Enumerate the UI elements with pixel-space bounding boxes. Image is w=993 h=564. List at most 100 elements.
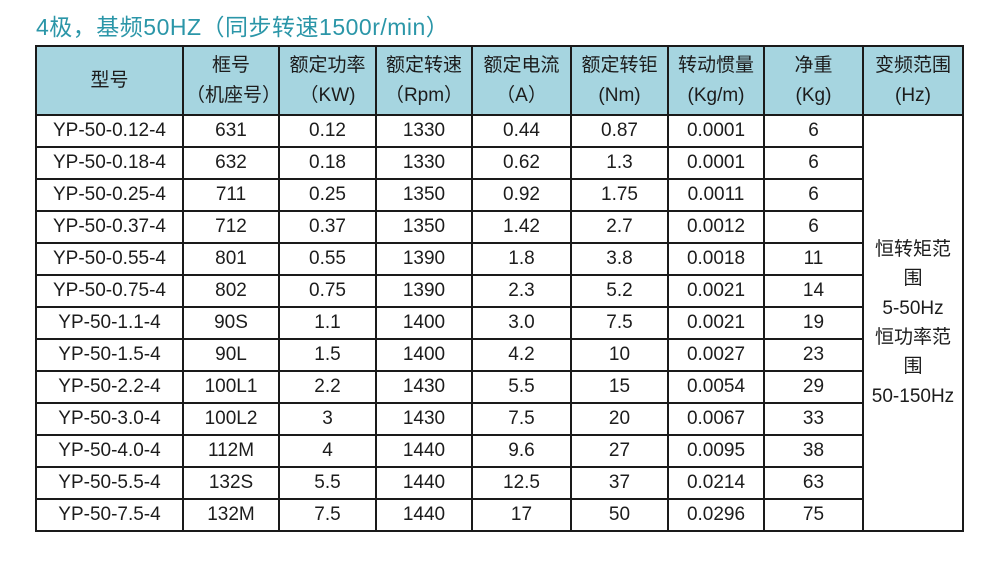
value-cell: 19 xyxy=(763,306,864,340)
value-cell: 23 xyxy=(763,338,864,372)
model-cell: YP-50-1.5-4 xyxy=(35,338,184,372)
value-cell: 37 xyxy=(570,466,669,500)
header-row: 型号 框号 （机座号） 额定功率 （KW) 额定转速 （Rpm） 额定电流 xyxy=(35,45,964,116)
table-row: YP-50-0.37-4 712 0.37 1350 1.42 2.7 0.0012 6 xyxy=(35,210,963,244)
table-header: 型号 框号 （机座号） 额定功率 （KW) 额定转速 （Rpm） 额定电流 xyxy=(35,45,964,116)
value-cell: 2.7 xyxy=(570,210,669,244)
value-cell: 711 xyxy=(182,178,280,212)
value-cell: 33 xyxy=(763,402,864,436)
value-cell: 29 xyxy=(763,370,864,404)
col-header-model: 型号 xyxy=(35,45,184,116)
value-cell: 0.92 xyxy=(471,178,572,212)
model-cell: YP-50-7.5-4 xyxy=(35,498,184,532)
value-cell: 63 xyxy=(763,466,864,500)
value-cell: 100L2 xyxy=(182,402,280,436)
value-cell: 0.0021 xyxy=(667,274,765,308)
value-cell: 1350 xyxy=(375,210,473,244)
value-cell: 6 xyxy=(763,114,864,148)
value-cell: 0.12 xyxy=(278,114,377,148)
value-cell: 11 xyxy=(763,242,864,276)
value-cell: 132M xyxy=(182,498,280,532)
value-cell: 1330 xyxy=(375,146,473,180)
value-cell: 7.5 xyxy=(278,498,377,532)
table-row: YP-50-5.5-4 132S 5.5 1440 12.5 37 0.0214 63 xyxy=(35,466,963,500)
value-cell: 0.62 xyxy=(471,146,572,180)
value-cell: 6 xyxy=(763,178,864,212)
model-cell: YP-50-0.25-4 xyxy=(35,178,184,212)
value-cell: 0.0011 xyxy=(667,178,765,212)
table-row: YP-50-1.5-4 90L 1.5 1400 4.2 10 0.0027 23 xyxy=(35,338,963,372)
value-cell: 1.5 xyxy=(278,338,377,372)
value-cell: 3.0 xyxy=(471,306,572,340)
value-cell: 0.0214 xyxy=(667,466,765,500)
value-cell: 1.8 xyxy=(471,242,572,276)
value-cell: 1440 xyxy=(375,498,473,532)
value-cell: 1390 xyxy=(375,274,473,308)
table-row: YP-50-4.0-4 112M 4 1440 9.6 27 0.0095 38 xyxy=(35,434,963,468)
table-row: YP-50-3.0-4 100L2 3 1430 7.5 20 0.0067 33 xyxy=(35,402,963,436)
value-cell: 7.5 xyxy=(471,402,572,436)
col-header-rated-power: 额定功率 （KW) xyxy=(278,45,377,116)
value-cell: 17 xyxy=(471,498,572,532)
model-cell: YP-50-4.0-4 xyxy=(35,434,184,468)
value-cell: 38 xyxy=(763,434,864,468)
value-cell: 0.0012 xyxy=(667,210,765,244)
frequency-range-line: 50-150Hz xyxy=(871,385,955,407)
table-row: YP-50-0.18-4 632 0.18 1330 0.62 1.3 0.0001 6 xyxy=(35,146,963,180)
col-header-rated-current: 额定电流 （A） xyxy=(471,45,572,116)
col-header-rated-torque: 额定转钜 (Nm) xyxy=(570,45,669,116)
col-header-rated-speed: 额定转速 （Rpm） xyxy=(375,45,473,116)
table-row: YP-50-0.75-4 802 0.75 1390 2.3 5.2 0.0021 14 xyxy=(35,274,963,308)
value-cell: 132S xyxy=(182,466,280,500)
value-cell: 0.0067 xyxy=(667,402,765,436)
value-cell: 802 xyxy=(182,274,280,308)
value-cell: 2.3 xyxy=(471,274,572,308)
value-cell: 1430 xyxy=(375,370,473,404)
model-cell: YP-50-2.2-4 xyxy=(35,370,184,404)
value-cell: 0.18 xyxy=(278,146,377,180)
value-cell: 5.2 xyxy=(570,274,669,308)
value-cell: 5.5 xyxy=(278,466,377,500)
model-cell: YP-50-0.37-4 xyxy=(35,210,184,244)
value-cell: 1390 xyxy=(375,242,473,276)
value-cell: 50 xyxy=(570,498,669,532)
value-cell: 632 xyxy=(182,146,280,180)
value-cell: 3.8 xyxy=(570,242,669,276)
value-cell: 0.0095 xyxy=(667,434,765,468)
value-cell: 3 xyxy=(278,402,377,436)
value-cell: 1400 xyxy=(375,338,473,372)
value-cell: 1440 xyxy=(375,466,473,500)
value-cell: 1440 xyxy=(375,434,473,468)
value-cell: 801 xyxy=(182,242,280,276)
value-cell: 0.44 xyxy=(471,114,572,148)
col-header-frequency-range: 变频范围 (Hz) xyxy=(862,45,964,116)
table-row: YP-50-0.55-4 801 0.55 1390 1.8 3.8 0.0018 11 xyxy=(35,242,963,276)
value-cell: 75 xyxy=(763,498,864,532)
table-row: YP-50-7.5-4 132M 7.5 1440 17 50 0.0296 75 xyxy=(35,498,963,532)
value-cell: 0.87 xyxy=(570,114,669,148)
table-row: YP-50-2.2-4 100L1 2.2 1430 5.5 15 0.0054 29 xyxy=(35,370,963,404)
value-cell: 14 xyxy=(763,274,864,308)
value-cell: 27 xyxy=(570,434,669,468)
value-cell: 0.55 xyxy=(278,242,377,276)
table-row: YP-50-0.25-4 711 0.25 1350 0.92 1.75 0.0011 6 xyxy=(35,178,963,212)
table-body: YP-50-0.12-4 631 0.12 1330 0.44 0.87 0.0001 6 恒转… xyxy=(35,114,964,532)
frequency-range-line: 恒转矩范围 xyxy=(874,238,951,290)
value-cell: 0.0027 xyxy=(667,338,765,372)
model-cell: YP-50-0.18-4 xyxy=(35,146,184,180)
value-cell: 1350 xyxy=(375,178,473,212)
value-cell: 10 xyxy=(570,338,669,372)
value-cell: 0.0054 xyxy=(667,370,765,404)
table-row: YP-50-1.1-4 90S 1.1 1400 3.0 7.5 0.0021 19 xyxy=(35,306,963,340)
frequency-range-cell: 恒转矩范围 5-50Hz 恒功率范围 50-150Hz xyxy=(862,114,964,532)
value-cell: 1.3 xyxy=(570,146,669,180)
col-header-net-weight: 净重 (Kg) xyxy=(763,45,864,116)
value-cell: 5.5 xyxy=(471,370,572,404)
col-header-inertia: 转动惯量 (Kg/m) xyxy=(667,45,765,116)
model-cell: YP-50-1.1-4 xyxy=(35,306,184,340)
col-header-frame: 框号 （机座号） xyxy=(182,45,280,116)
value-cell: 9.6 xyxy=(471,434,572,468)
value-cell: 6 xyxy=(763,210,864,244)
value-cell: 90L xyxy=(182,338,280,372)
